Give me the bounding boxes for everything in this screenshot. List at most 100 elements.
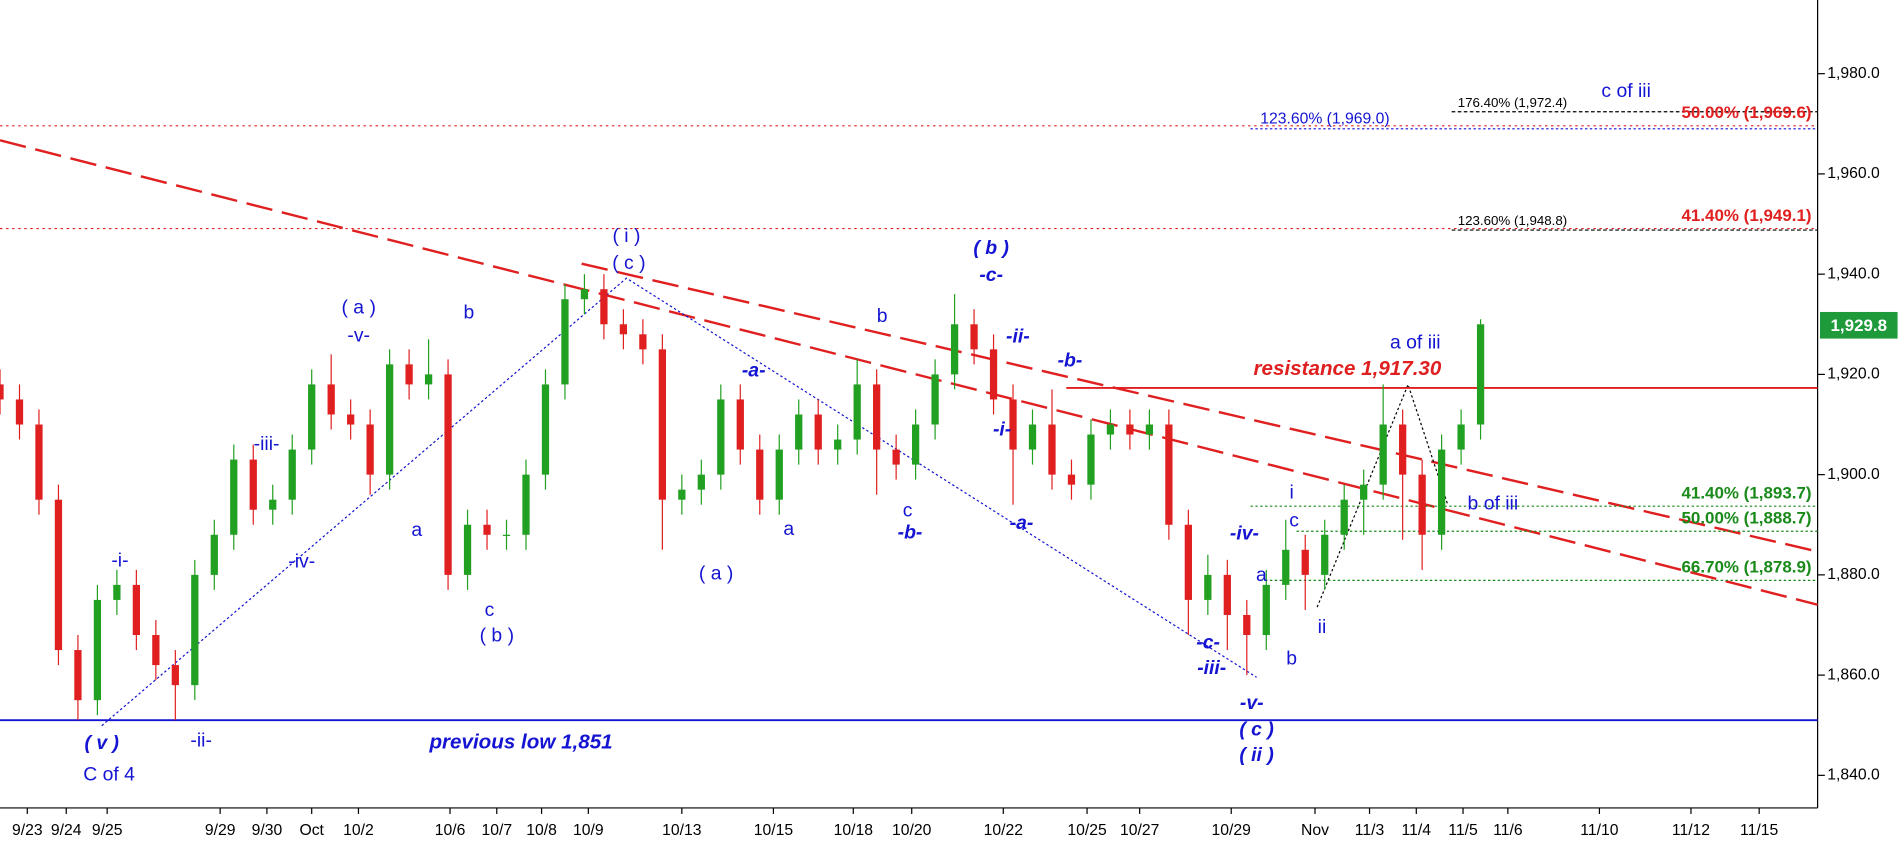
wave-label: -v- <box>1240 692 1264 714</box>
x-tick-label: 10/2 <box>343 822 374 839</box>
x-tick-label: 10/29 <box>1212 822 1251 839</box>
candle-body <box>249 459 257 510</box>
wave-label: -iv- <box>288 551 315 573</box>
x-tick-label: 11/10 <box>1580 822 1618 839</box>
wave-label: c <box>485 599 495 621</box>
wave-label: C of 4 <box>83 763 135 785</box>
candle-body <box>210 534 218 575</box>
wave-label: ( v ) <box>85 732 119 754</box>
y-tick-label: 1,840.0 <box>1827 767 1880 784</box>
candle-body <box>1340 499 1348 535</box>
x-tick-label: 9/30 <box>252 822 283 839</box>
trend-line <box>581 262 1818 553</box>
candle-body <box>1067 474 1076 485</box>
wave-label: ( a ) <box>699 563 733 585</box>
candle-body <box>658 349 666 500</box>
candle-body <box>1360 484 1368 500</box>
candle-body <box>54 499 63 651</box>
x-tick-label: 10/27 <box>1120 822 1159 839</box>
wave-label: -v- <box>347 324 370 346</box>
candle-body <box>152 635 160 666</box>
candle-body <box>522 474 530 535</box>
wave-label: ( a ) <box>341 297 375 319</box>
y-tick-label: 1,860.0 <box>1827 666 1880 683</box>
candle-body <box>717 399 725 475</box>
y-tick-label: 1,900.0 <box>1827 466 1880 483</box>
y-tick-label: 1,920.0 <box>1827 366 1880 383</box>
wave-label: ( c ) <box>1239 719 1273 741</box>
candle-body <box>191 574 199 686</box>
wave-label: b of iii <box>1468 492 1519 514</box>
wave-label: -c- <box>1196 632 1220 654</box>
candles <box>0 274 1485 721</box>
candle-body <box>873 384 881 450</box>
candle-body <box>1048 424 1056 475</box>
x-tick-label: 11/4 <box>1402 822 1432 839</box>
levels: 176.40% (1,972.4) 50.00% (1,969.6) 123.60%… <box>0 95 1818 754</box>
candle-body <box>424 374 433 385</box>
x-tick-label: 10/20 <box>892 822 932 839</box>
candle-body <box>1301 549 1309 575</box>
x-tick-label: 11/3 <box>1355 822 1385 839</box>
wave-label: -b- <box>1058 350 1083 372</box>
candle-body <box>113 584 121 600</box>
level-label: resistance 1,917.30 <box>1254 357 1442 380</box>
x-tick-label: 10/13 <box>662 822 702 839</box>
candle-body <box>600 289 608 325</box>
level-label: 66.70% (1,878.9) <box>1681 558 1811 577</box>
wave-label: i <box>1290 482 1294 504</box>
candle-body <box>1418 474 1426 535</box>
wave-line <box>1316 382 1449 608</box>
candle-body <box>1087 434 1095 485</box>
wave-label: ( c ) <box>612 252 645 274</box>
wave-label: -iii- <box>254 433 280 455</box>
candle-body <box>483 524 491 535</box>
candle-body <box>931 374 939 425</box>
x-tick-label: 9/25 <box>92 822 123 839</box>
candle-body <box>989 349 998 400</box>
candle-body <box>463 524 472 575</box>
candle-body <box>308 384 316 450</box>
wave-label: ( ii ) <box>1239 744 1273 766</box>
x-tick-label: 10/22 <box>984 822 1023 839</box>
candle-body <box>93 599 102 701</box>
wave-label: c <box>1289 509 1299 531</box>
wave-label: -ii- <box>190 730 212 752</box>
level-label: 50.00% (1,969.6) <box>1681 103 1811 122</box>
candle-body <box>1165 424 1173 525</box>
level-label: 123.60% (1,948.8) <box>1458 213 1568 228</box>
candle-body <box>1204 574 1212 600</box>
candle-body <box>814 414 822 450</box>
x-tick-label: 9/23 <box>12 822 43 839</box>
wave-label: -a- <box>742 359 766 381</box>
candle-body <box>1223 574 1231 615</box>
candle-body <box>834 439 842 450</box>
wave-label: c <box>903 500 913 522</box>
wave-label: ( b ) <box>480 624 514 646</box>
candle-body <box>444 374 452 575</box>
candle-body <box>561 299 569 385</box>
level-label: 176.40% (1,972.4) <box>1458 95 1568 110</box>
candle-body <box>950 324 959 375</box>
candle-body <box>736 399 744 450</box>
candle-body <box>911 424 920 465</box>
x-tick-label: 11/15 <box>1740 822 1778 839</box>
wave-label: c of iii <box>1601 80 1651 102</box>
wave-label: -i- <box>993 419 1011 441</box>
candle-body <box>1106 424 1115 435</box>
y-tick-label: 1,960.0 <box>1827 165 1880 182</box>
candle-body <box>970 324 978 350</box>
annotations: ( v ) C of 4 -i- -ii- -iii- -iv- ( a ) -v-b a c ( … <box>83 80 1651 785</box>
x-tick-label: Nov <box>1301 822 1329 839</box>
candle-body <box>327 384 335 415</box>
wave-label: b <box>1286 647 1297 669</box>
candle-body <box>1028 424 1037 450</box>
candle-body <box>230 459 238 535</box>
wave-label: ( b ) <box>973 237 1009 259</box>
wave-label: -i- <box>111 549 128 571</box>
candle-body <box>1282 549 1290 585</box>
candle-body <box>1457 424 1465 450</box>
candle-body <box>74 650 82 701</box>
last-price-tag <box>1820 311 1898 339</box>
